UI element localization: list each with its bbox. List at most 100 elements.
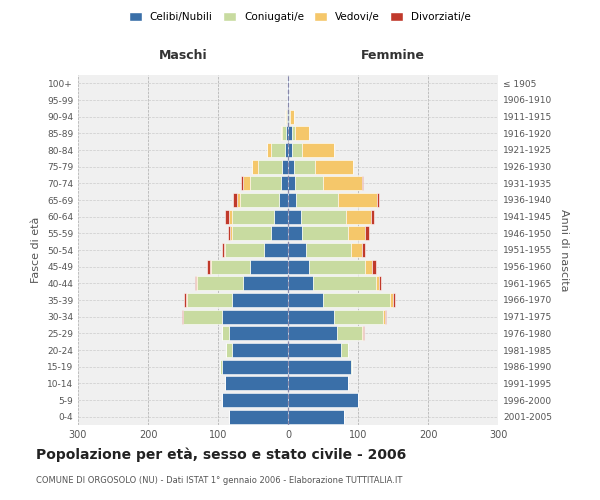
Bar bbox=[207, 260, 210, 274]
Bar bbox=[288, 110, 289, 124]
Bar bbox=[288, 260, 309, 274]
Bar bbox=[365, 260, 372, 274]
Bar bbox=[237, 193, 241, 207]
Bar bbox=[283, 126, 286, 140]
Bar bbox=[225, 243, 263, 257]
Bar bbox=[302, 226, 347, 240]
Bar bbox=[323, 176, 361, 190]
Bar bbox=[271, 226, 288, 240]
Bar bbox=[263, 243, 288, 257]
Bar bbox=[288, 410, 344, 424]
Bar bbox=[232, 226, 271, 240]
Bar bbox=[242, 276, 288, 290]
Bar bbox=[242, 176, 250, 190]
Bar bbox=[197, 276, 242, 290]
Bar bbox=[293, 160, 314, 174]
Bar bbox=[287, 93, 288, 107]
Text: Maschi: Maschi bbox=[158, 48, 208, 62]
Bar bbox=[281, 126, 283, 140]
Bar bbox=[288, 343, 341, 357]
Bar bbox=[295, 126, 309, 140]
Bar bbox=[371, 210, 374, 224]
Bar bbox=[334, 310, 383, 324]
Bar bbox=[287, 76, 288, 90]
Bar bbox=[361, 243, 365, 257]
Bar bbox=[222, 243, 224, 257]
Bar bbox=[363, 326, 364, 340]
Bar bbox=[288, 143, 292, 157]
Bar bbox=[305, 243, 351, 257]
Bar bbox=[232, 210, 274, 224]
Bar bbox=[241, 176, 242, 190]
Bar bbox=[290, 110, 293, 124]
Bar bbox=[229, 210, 232, 224]
Bar bbox=[252, 160, 258, 174]
Bar bbox=[221, 360, 288, 374]
Bar bbox=[230, 226, 232, 240]
Bar bbox=[250, 176, 281, 190]
Bar bbox=[309, 260, 365, 274]
Bar bbox=[289, 110, 290, 124]
Y-axis label: Anni di nascita: Anni di nascita bbox=[559, 208, 569, 291]
Bar bbox=[288, 93, 289, 107]
Bar bbox=[365, 226, 368, 240]
Bar bbox=[258, 160, 283, 174]
Bar bbox=[251, 160, 252, 174]
Bar bbox=[226, 343, 232, 357]
Bar bbox=[323, 293, 389, 307]
Bar bbox=[341, 343, 347, 357]
Bar bbox=[337, 326, 361, 340]
Bar bbox=[288, 376, 347, 390]
Bar bbox=[233, 193, 237, 207]
Bar bbox=[313, 276, 376, 290]
Bar bbox=[186, 293, 187, 307]
Bar bbox=[346, 210, 371, 224]
Bar bbox=[195, 276, 196, 290]
Bar bbox=[288, 76, 289, 90]
Bar bbox=[224, 243, 225, 257]
Bar bbox=[288, 326, 337, 340]
Bar bbox=[351, 243, 361, 257]
Bar bbox=[221, 310, 288, 324]
Bar bbox=[288, 243, 305, 257]
Bar bbox=[250, 260, 288, 274]
Bar bbox=[225, 210, 229, 224]
Bar bbox=[389, 293, 393, 307]
Bar bbox=[351, 360, 352, 374]
Bar bbox=[288, 176, 295, 190]
Bar bbox=[372, 260, 376, 274]
Bar bbox=[377, 193, 379, 207]
Y-axis label: Fasce di età: Fasce di età bbox=[31, 217, 41, 283]
Bar bbox=[361, 326, 363, 340]
Bar bbox=[383, 310, 385, 324]
Bar bbox=[393, 293, 395, 307]
Text: Popolazione per età, sesso e stato civile - 2006: Popolazione per età, sesso e stato civil… bbox=[36, 448, 406, 462]
Bar bbox=[281, 176, 288, 190]
Bar bbox=[286, 110, 287, 124]
Bar bbox=[295, 176, 323, 190]
Bar bbox=[292, 143, 302, 157]
Bar bbox=[229, 326, 288, 340]
Bar bbox=[288, 226, 302, 240]
Bar bbox=[267, 143, 271, 157]
Bar bbox=[284, 143, 288, 157]
Bar bbox=[287, 110, 288, 124]
Bar bbox=[361, 176, 363, 190]
Bar bbox=[288, 126, 292, 140]
Bar bbox=[183, 310, 221, 324]
Bar bbox=[229, 410, 288, 424]
Bar bbox=[271, 143, 284, 157]
Bar bbox=[288, 293, 323, 307]
Bar bbox=[279, 193, 288, 207]
Bar bbox=[296, 193, 338, 207]
Bar bbox=[182, 310, 183, 324]
Bar bbox=[225, 376, 288, 390]
Bar bbox=[241, 193, 279, 207]
Bar bbox=[314, 160, 353, 174]
Bar bbox=[232, 293, 288, 307]
Bar bbox=[220, 360, 221, 374]
Bar bbox=[376, 276, 379, 290]
Bar bbox=[338, 193, 377, 207]
Bar bbox=[228, 226, 230, 240]
Bar bbox=[196, 276, 197, 290]
